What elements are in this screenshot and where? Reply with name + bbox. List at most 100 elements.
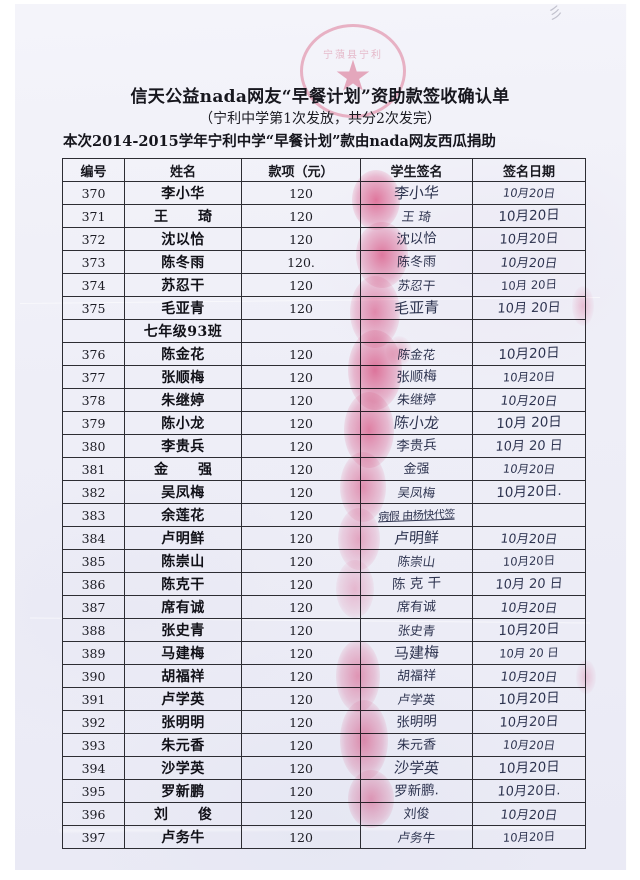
cell-signature-date: 10月 20 日 [472,641,586,665]
cell-student-signature: 陈崇山 [360,549,473,573]
cell-student-id: 388 [62,618,125,642]
cell-amount: 120 [241,388,361,412]
cell-amount: 120 [241,664,361,688]
handwritten-date: 10月20日 [498,620,560,639]
handwritten-date: 10月 20 日 [498,644,560,661]
section-blank-cell [472,319,586,343]
document-titles: 信天公益nada网友“早餐计划”资助款签收确认单 （宁利中学第1次发放，共分2次… [0,86,640,152]
cell-student-name: 罗新鹏 [124,779,242,803]
cell-amount: 120 [241,365,361,389]
handwritten-signature: 席有诚 [396,599,437,615]
handwritten-signature: 陈 克 干 [391,574,442,593]
cell-student-signature: 张明明 [360,710,473,734]
handwritten-signature: 病假 由杨快代签 [378,507,455,523]
table-row: 382 吴凤梅 120 吴凤梅 10月20日. [62,480,586,504]
handwritten-signature: 李小华 [393,183,440,202]
cell-student-signature: 毛亚青 [360,296,473,320]
cell-student-id: 370 [62,181,125,205]
cell-signature-date: 10月 20日 [472,273,586,297]
handwritten-signature: 陈崇山 [396,553,437,569]
handwritten-signature: 陈小龙 [392,413,441,432]
cell-student-name: 李贵兵 [124,434,242,458]
cell-student-name: 苏忍干 [124,273,242,297]
page-edge-right [627,0,640,880]
cell-student-name: 陈冬雨 [124,250,242,274]
cell-amount: 120 [241,756,361,780]
cell-amount: 120 [241,779,361,803]
cell-amount: 120 [241,572,361,596]
cell-student-signature: 苏忍干 [360,273,473,297]
cell-amount: 120 [241,204,361,228]
handwritten-date: 10月20日 [498,344,560,363]
cell-student-id: 371 [62,204,125,228]
cell-student-id: 375 [62,296,125,320]
handwritten-date: 10月 20日 [496,299,562,317]
handwritten-date: 10月20日. [496,782,562,800]
cell-student-name: 朱继婷 [124,388,242,412]
table-row: 394 沙学英 120 沙学英 10月20日 [62,756,586,780]
handwritten-date: 10月20日 [498,230,560,248]
cell-student-id: 384 [62,526,125,550]
cell-student-name: 余莲花 [124,503,242,527]
cell-student-id: 395 [62,779,125,803]
handwritten-date: 10月20日 [499,392,559,408]
cell-amount: 120 [241,710,361,734]
cell-student-signature: 卢学英 [360,687,473,711]
cell-student-signature: 席有诚 [360,595,473,619]
cell-amount: 120 [241,549,361,573]
table-row: 384 卢明鲜 120 卢明鲜 10月20日 [62,526,586,550]
cell-student-signature: 马建梅 [360,641,473,665]
cell-student-signature: 胡福祥 [360,664,473,688]
table-row: 371 王 琦 120 王 琦 10月20日 [62,204,586,228]
cell-student-name: 刘 俊 [124,802,242,826]
cell-student-signature: 李小华 [360,181,473,205]
handwritten-signature: 马建梅 [393,642,440,663]
cell-signature-date: 10月20日 [472,756,586,780]
table-row: 397 卢务牛 120 卢务牛 10月20日 [62,825,586,849]
cell-signature-date: 10月20日 [472,825,586,849]
table-row: 376 陈金花 120 陈金花 10月20日 [62,342,586,366]
table-row: 396 刘 俊 120 刘俊 10月20日 [62,802,586,826]
cell-signature-date: 10月20日 [472,618,586,642]
handwritten-date: 10月20日 [499,668,559,684]
cell-student-id: 383 [62,503,125,527]
table-row: 383 余莲花 120 病假 由杨快代签 [62,503,586,527]
cell-student-signature: 王 琦 [360,204,473,228]
handwritten-signature: 罗新鹏. [393,781,440,800]
cell-student-signature: 张顺梅 [360,365,473,389]
cell-signature-date: 10月20日 [472,388,586,412]
table-row: 390 胡福祥 120 胡福祥 10月20日 [62,664,586,688]
cell-student-name: 陈小龙 [124,411,242,435]
cell-student-signature: 陈 克 干 [360,572,473,596]
cell-student-signature: 沙学英 [360,756,473,780]
handwritten-date: 10月 20 日 [494,575,564,593]
cell-signature-date: 10月20日 [472,526,586,550]
cell-student-id: 391 [62,687,125,711]
cell-student-signature: 陈冬雨 [360,250,473,274]
cell-student-id: 389 [62,641,125,665]
handwritten-date: 10月20日 [502,552,556,569]
section-blank-cell [241,319,361,343]
cell-student-id: 385 [62,549,125,573]
cell-student-id: 382 [62,480,125,504]
cell-student-name: 马建梅 [124,641,242,665]
column-header-id: 编号 [62,158,125,182]
cell-student-name: 毛亚青 [124,296,242,320]
cell-student-name: 张史青 [124,618,242,642]
cell-signature-date: 10月20日 [472,181,586,205]
cell-student-name: 朱元香 [124,733,242,757]
column-header-name: 姓名 [124,158,242,182]
table-row: 386 陈克干 120 陈 克 干 10月 20 日 [62,572,586,596]
cell-student-signature: 刘俊 [360,802,473,826]
cell-student-id: 393 [62,733,125,757]
cell-student-signature: 吴凤梅 [360,480,473,504]
cell-signature-date: 10月 20日 [472,411,586,435]
cell-student-id: 376 [62,342,125,366]
cell-student-id: 373 [62,250,125,274]
cell-student-id: 378 [62,388,125,412]
table-row: 373 陈冬雨 120. 陈冬雨 10月20日 [62,250,586,274]
table-row: 370 李小华 120 李小华 10月20日 [62,181,586,205]
cell-amount: 120 [241,687,361,711]
table-row: 381 金 强 120 金强 10月20日 [62,457,586,481]
cell-signature-date: 10月20日 [472,687,586,711]
